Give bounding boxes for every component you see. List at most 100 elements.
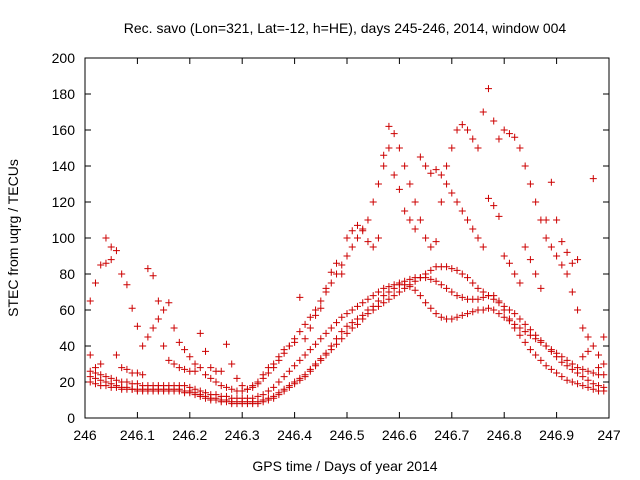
- data-point: [207, 374, 215, 382]
- data-point: [107, 374, 115, 382]
- data-point: [411, 286, 419, 294]
- data-point: [579, 324, 587, 332]
- data-point: [458, 207, 466, 215]
- data-point: [133, 380, 141, 388]
- data-point: [584, 333, 592, 341]
- data-point: [301, 320, 309, 328]
- data-point: [511, 320, 519, 328]
- data-point: [312, 362, 320, 370]
- data-point: [317, 335, 325, 343]
- data-point: [91, 380, 99, 388]
- data-point: [385, 122, 393, 130]
- data-point: [589, 380, 597, 388]
- y-tick-label: 80: [59, 266, 75, 282]
- data-point: [427, 275, 435, 283]
- data-point: [364, 295, 372, 303]
- data-point: [291, 380, 299, 388]
- data-point: [453, 126, 461, 134]
- data-point: [102, 382, 110, 390]
- data-point: [385, 295, 393, 303]
- data-point: [128, 304, 136, 312]
- data-point: [191, 360, 199, 368]
- data-point: [296, 376, 304, 384]
- data-point: [149, 272, 157, 280]
- data-point: [422, 234, 430, 242]
- x-tick-label: 246.1: [120, 427, 155, 443]
- data-point: [196, 392, 204, 400]
- data-point: [264, 396, 272, 404]
- data-point: [202, 394, 210, 402]
- data-point: [374, 302, 382, 310]
- data-point: [86, 297, 94, 305]
- data-point: [600, 360, 608, 368]
- data-point: [275, 378, 283, 386]
- data-point: [228, 385, 236, 393]
- data-point: [448, 189, 456, 197]
- data-point: [333, 319, 341, 327]
- data-point: [322, 329, 330, 337]
- data-point: [542, 342, 550, 350]
- data-point: [458, 311, 466, 319]
- data-point: [516, 331, 524, 339]
- data-point: [249, 382, 257, 390]
- data-point: [343, 252, 351, 260]
- data-point: [416, 292, 424, 300]
- data-point: [327, 268, 335, 276]
- data-point: [505, 259, 513, 267]
- data-point: [102, 259, 110, 267]
- x-tick-label: 246.7: [434, 427, 469, 443]
- data-point: [395, 288, 403, 296]
- data-point: [547, 243, 555, 251]
- data-point: [165, 356, 173, 364]
- data-point: [600, 371, 608, 379]
- data-point: [359, 315, 367, 323]
- data-point: [505, 130, 513, 138]
- data-point: [432, 277, 440, 285]
- data-point: [464, 126, 472, 134]
- data-point: [479, 243, 487, 251]
- data-point: [537, 337, 545, 345]
- data-point: [469, 279, 477, 287]
- data-point: [406, 281, 414, 289]
- data-point: [123, 281, 131, 289]
- x-tick-label: 247: [597, 427, 621, 443]
- data-point: [416, 153, 424, 161]
- data-point: [317, 356, 325, 364]
- chart-title: Rec. savo (Lon=321, Lat=-12, h=HE), days…: [124, 20, 567, 36]
- data-point: [186, 389, 194, 397]
- data-point: [348, 306, 356, 314]
- data-point: [516, 279, 524, 287]
- x-axis-label: GPS time / Days of year 2014: [252, 458, 437, 474]
- data-point: [563, 270, 571, 278]
- data-point: [427, 266, 435, 274]
- data-point: [495, 135, 503, 143]
- data-point: [348, 243, 356, 251]
- data-point: [495, 212, 503, 220]
- x-tick-label: 246: [73, 427, 97, 443]
- data-point: [448, 265, 456, 273]
- data-point: [333, 340, 341, 348]
- data-point: [532, 270, 540, 278]
- data-point: [196, 329, 204, 337]
- data-point: [422, 299, 430, 307]
- data-point: [301, 335, 309, 343]
- data-point: [144, 265, 152, 273]
- data-point: [464, 310, 472, 318]
- data-point: [526, 346, 534, 354]
- x-tick-label: 246.4: [277, 427, 312, 443]
- data-point: [469, 308, 477, 316]
- data-point: [437, 198, 445, 206]
- data-point: [165, 299, 173, 307]
- data-point: [202, 347, 210, 355]
- data-point: [123, 378, 131, 386]
- data-point: [443, 162, 451, 170]
- data-point: [516, 315, 524, 323]
- data-point: [112, 376, 120, 384]
- x-tick-label: 246.3: [225, 427, 260, 443]
- data-point: [437, 281, 445, 289]
- data-point: [374, 288, 382, 296]
- data-point: [317, 304, 325, 312]
- data-point: [589, 369, 597, 377]
- data-point: [191, 391, 199, 399]
